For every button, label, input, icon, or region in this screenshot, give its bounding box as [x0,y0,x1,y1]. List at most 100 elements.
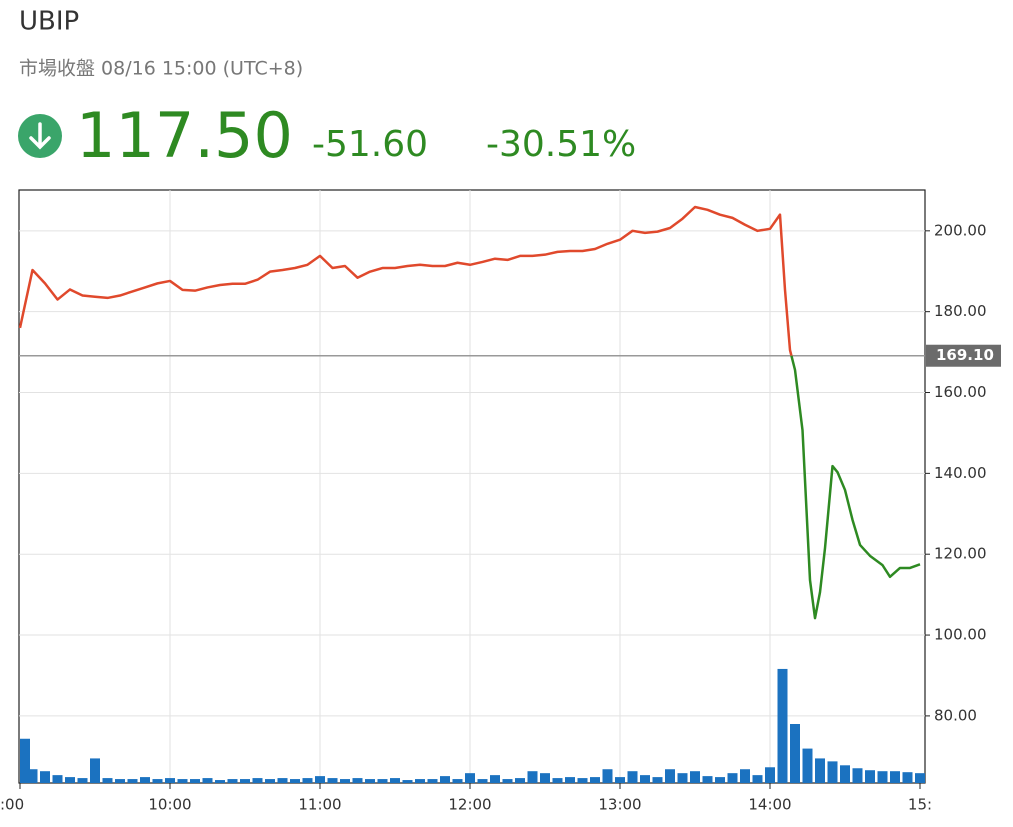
volume-bar [915,773,925,783]
volume-bar [77,778,88,783]
volume-bar [40,771,50,783]
x-tick-label: 12:00 [448,796,491,814]
volume-bar [202,778,213,783]
volume-bar [252,778,263,783]
volume-bar [490,775,500,783]
volume-bar [152,779,163,783]
volume-bar [590,777,600,783]
volume-bar [240,779,250,783]
down-icon [18,114,62,158]
volume-bar [65,777,75,783]
volume-bar [777,668,788,783]
volume-bar [140,777,150,783]
reference-label: 169.10 [936,346,994,364]
volume-bar [565,777,575,783]
volume-bar [515,778,525,783]
volume-bar [365,779,375,783]
volume-bar [302,778,313,783]
volume-bar [740,769,750,783]
volume-bar [852,768,863,783]
volume-bar [390,778,400,783]
volume-bar [165,778,175,783]
y-tick-label: 100.00 [934,626,987,644]
volume-bar [527,771,538,783]
volume-bar [190,779,200,783]
volume-bar [227,779,238,783]
volume-bar [790,724,800,783]
volume-bar [640,775,650,783]
y-tick-label: 120.00 [934,545,987,563]
volume-bar [652,777,663,783]
volume-bar [615,777,625,783]
volume-bar [765,767,775,783]
volume-bar [815,758,825,783]
last-price: 117.50 [76,99,293,172]
x-tick-label: 10:00 [148,796,191,814]
y-tick-label: 180.00 [934,302,987,320]
x-tick-label: :00 [0,796,24,814]
x-tick-label: 14:00 [748,796,791,814]
volume-bar [215,780,225,783]
volume-bar [602,769,613,783]
volume-bar [315,776,325,783]
volume-bar [340,779,350,783]
volume-bar [415,779,425,783]
price-line-below [790,355,921,620]
volume-bar [115,779,125,783]
price-line-above [18,205,793,356]
volume-bar [690,771,700,783]
volume-bar [577,778,588,783]
volume-bar [465,773,475,783]
y-tick-label: 200.00 [934,221,987,239]
y-tick-label: 80.00 [934,706,977,724]
volume-bar [890,771,900,783]
volume-bar [290,779,300,783]
x-tick-label: 13:00 [598,796,641,814]
volume-bar [352,778,363,783]
volume-bar [902,772,913,783]
volume-bar [877,771,888,783]
volume-bar [52,775,63,783]
volume-bar [327,778,338,783]
volume-bar [627,771,638,783]
volume-bar [665,769,675,783]
volume-bar [477,779,488,783]
volume-bar [277,778,288,783]
chart-title: UBIP [19,7,79,37]
volume-bar [540,773,550,783]
x-tick-label: 11:00 [298,796,341,814]
reference-tag [926,344,1001,367]
chart-subtitle: 市場收盤 08/16 15:00 (UTC+8) [19,58,303,80]
volume-bar [377,779,388,783]
plot-frame [18,189,926,784]
volume-bar [440,776,450,783]
volume-bar [265,779,275,783]
volume-bar [427,779,438,783]
volume-bar [677,773,688,783]
volume-bar [715,777,725,783]
y-tick-label: 140.00 [934,464,987,482]
volume-bar [752,775,763,783]
volume-bar [802,748,813,783]
volume-bar [90,758,100,783]
volume-bar [20,738,30,783]
volume-bar [840,765,850,783]
volume-bar [552,778,563,783]
volume-bar [452,779,463,783]
volume-bar [727,773,738,783]
volume-bar [402,780,413,783]
volume-bar [177,779,188,783]
percent-change: -30.51% [486,124,636,165]
price-change: -51.60 [312,124,428,165]
volume-bar [27,769,38,783]
volume-bar [127,779,138,783]
volume-bar [702,776,713,783]
volume-bar [865,770,875,783]
volume-bar [102,778,113,783]
y-tick-label: 160.00 [934,383,987,401]
volume-bar [827,761,838,783]
x-tick-label: 15: [908,796,932,814]
volume-bar [502,779,513,783]
